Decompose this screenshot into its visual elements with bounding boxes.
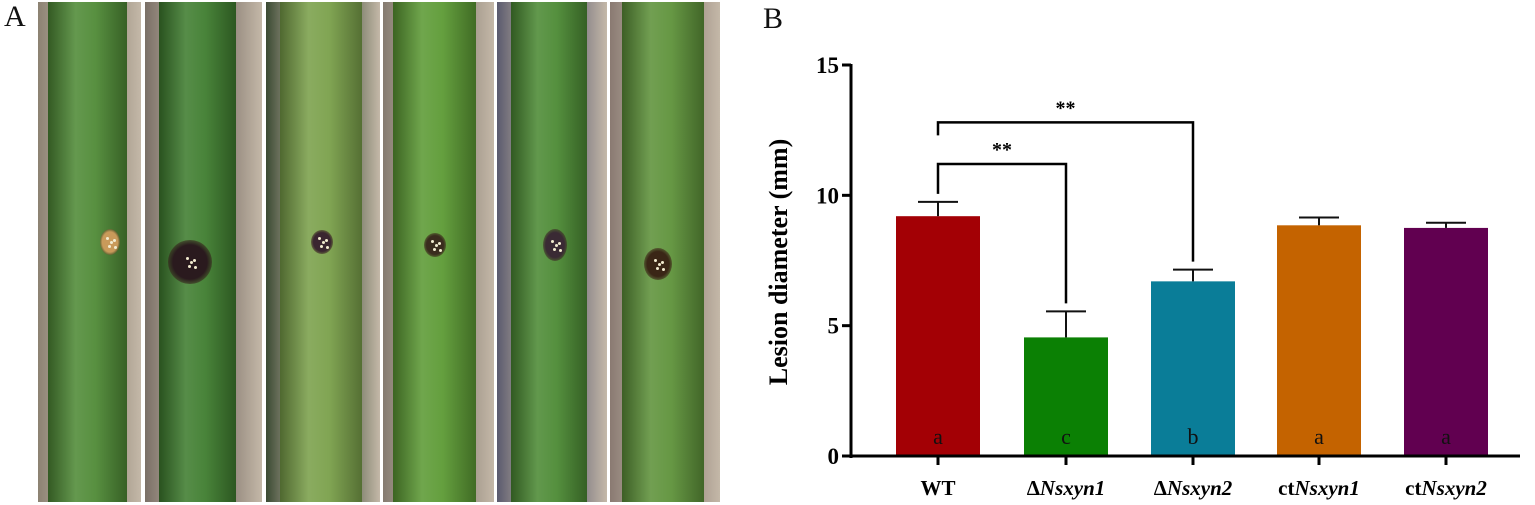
stem-photo-1 [38, 2, 141, 502]
spore-dot [108, 245, 111, 248]
panel-a-label: A [4, 0, 26, 33]
spore-dot [113, 239, 116, 242]
x-tick-label: ΔNsxyn2 [1154, 476, 1233, 500]
spore-dot [110, 241, 113, 244]
y-tick-label: 15 [816, 53, 839, 78]
spore-dot [435, 244, 438, 247]
spore-dot [326, 246, 329, 249]
spore-dot [438, 242, 441, 245]
spore-dot [662, 268, 665, 271]
y-tick-label: 5 [828, 314, 840, 339]
significance-letter: a [1441, 424, 1451, 449]
significance-brackets: ** ** [936, 97, 1195, 304]
stem-photo-2 [145, 2, 262, 502]
stem-photo-3 [266, 2, 380, 502]
spore-dot [551, 240, 554, 243]
y-tick-label: 10 [816, 183, 839, 208]
comparison-bracket [936, 162, 1068, 304]
bar-4 [1277, 225, 1361, 456]
x-tick-label: ΔNsxyn1 [1027, 476, 1106, 500]
spore-dot [439, 249, 442, 252]
y-tick-label: 0 [828, 444, 840, 469]
significance-letter: a [933, 424, 943, 449]
spore-dot [431, 240, 434, 243]
comparison-bracket [936, 121, 1195, 262]
spore-dot [433, 248, 436, 251]
spore-dot [186, 257, 189, 260]
bar-3 [1151, 281, 1235, 456]
spore-dot [553, 248, 556, 251]
spore-dot [654, 259, 657, 262]
panel-b-label: B [763, 2, 784, 35]
spore-dot [106, 237, 109, 240]
bar-1 [896, 216, 980, 456]
spore-dot [558, 242, 561, 245]
stem-photo-5 [497, 2, 607, 502]
x-tick-label: ctNsxyn1 [1278, 476, 1360, 500]
significance-letter: a [1314, 424, 1324, 449]
significance-letter: c [1061, 424, 1071, 449]
y-axis-label: Lesion diameter (mm) [764, 139, 793, 385]
spore-dot [559, 249, 562, 252]
stem-photo-6 [610, 2, 720, 502]
spore-dot [322, 241, 325, 244]
spore-dot [114, 246, 117, 249]
x-tick-label: WT [920, 476, 955, 500]
spore-dot [661, 261, 664, 264]
stem-photo-4 [383, 2, 494, 502]
bar-2 [1024, 337, 1108, 456]
spore-dot [320, 245, 323, 248]
spore-dot [318, 237, 321, 240]
spore-dot [555, 244, 558, 247]
spore-dot [325, 239, 328, 242]
significance-letter: b [1188, 424, 1199, 449]
spore-dot [658, 263, 661, 266]
x-tick-label: ctNsxyn2 [1405, 476, 1487, 500]
spore-dot [188, 265, 191, 268]
x-axis: WT ΔNsxyn1 ΔNsxyn2 ctNsxyn1 ctNsxyn2 [842, 454, 1520, 500]
bar-5 [1404, 227, 1488, 456]
spore-dot [190, 261, 193, 264]
spore-dot [193, 259, 196, 262]
significance-stars: ** [1056, 97, 1076, 119]
significance-stars: ** [992, 139, 1012, 161]
y-axis: 0 5 10 15 [816, 53, 853, 469]
spore-dot [656, 267, 659, 270]
spore-dot [194, 266, 197, 269]
